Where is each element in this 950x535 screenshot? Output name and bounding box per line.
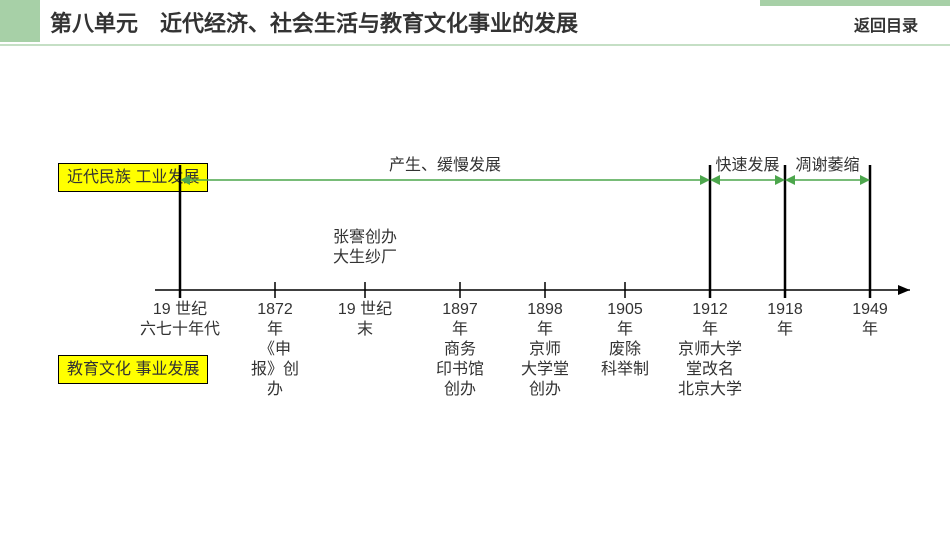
- timeline-diagram: [0, 0, 950, 535]
